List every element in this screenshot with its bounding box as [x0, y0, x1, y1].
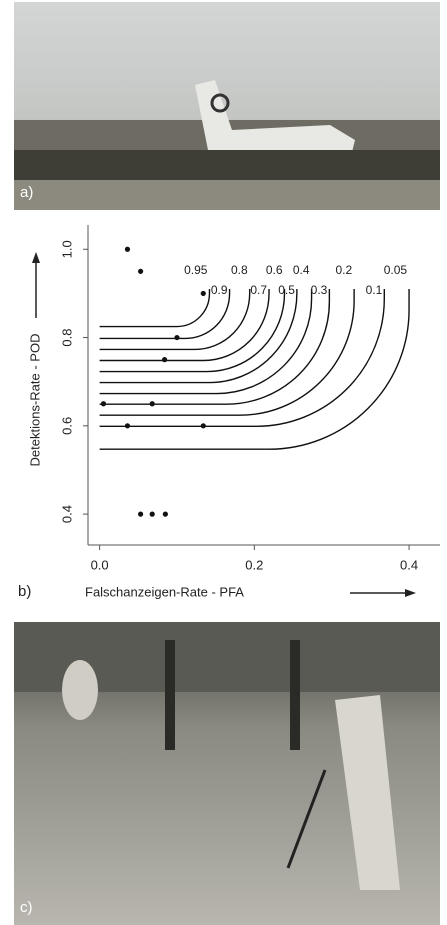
iso-curve [99, 289, 251, 351]
arrow-head [32, 252, 40, 263]
curve-label: 0.8 [231, 263, 248, 277]
y-tick-label: 0.8 [59, 329, 74, 347]
curve-label: 0.2 [335, 263, 352, 277]
point [149, 511, 155, 517]
iso-curve [99, 289, 286, 373]
point [174, 334, 180, 341]
panel-label: a) [20, 184, 33, 201]
iso-curve [99, 289, 211, 328]
point [200, 423, 206, 429]
point [124, 246, 131, 252]
point [161, 357, 168, 363]
point [138, 268, 144, 274]
x-tick-label: 0.2 [245, 557, 263, 572]
curve-label: 0.95 [184, 263, 208, 277]
y-tick-label: 0.4 [59, 505, 74, 523]
point [149, 401, 155, 407]
curve-label: 0.4 [293, 263, 310, 277]
iso-curve [99, 289, 313, 395]
point [200, 290, 206, 297]
y-tick-label: 0.6 [59, 417, 74, 435]
y-tick-label: 1.0 [59, 240, 74, 258]
iso-curve [99, 289, 231, 340]
curve-label: 0.1 [366, 283, 383, 297]
x-tick-label: 0.4 [400, 557, 418, 572]
curve-label: 0.7 [250, 283, 267, 297]
iso-curve [99, 289, 385, 427]
curve-label: 0.05 [384, 263, 408, 277]
curve-label: 0.6 [266, 263, 283, 277]
photo-c: c) [14, 622, 440, 925]
iso-curve [99, 289, 355, 416]
iso-curve [99, 289, 270, 362]
y-axis-label: Detektions-Rate - POD [27, 334, 42, 467]
curve-label: 0.3 [311, 283, 328, 297]
curve-label: 0.9 [211, 283, 228, 297]
iso-curve [99, 289, 410, 450]
x-tick-label: 0.0 [91, 557, 109, 572]
point [100, 401, 107, 407]
point [138, 511, 144, 517]
point [162, 511, 168, 517]
photo-a: a) [14, 2, 440, 210]
x-axis-label: Falschanzeigen-Rate - PFA [85, 584, 244, 599]
chart: b) Falschanzeigen-Rate - PFA Detektions-… [18, 225, 440, 600]
iso-curve [99, 289, 298, 384]
point [124, 423, 131, 429]
panel-label: c) [20, 899, 33, 916]
curve-label: 0.5 [278, 283, 295, 297]
arrow-head [405, 589, 416, 597]
panel-label: b) [18, 583, 31, 600]
iso-curve [99, 289, 331, 405]
